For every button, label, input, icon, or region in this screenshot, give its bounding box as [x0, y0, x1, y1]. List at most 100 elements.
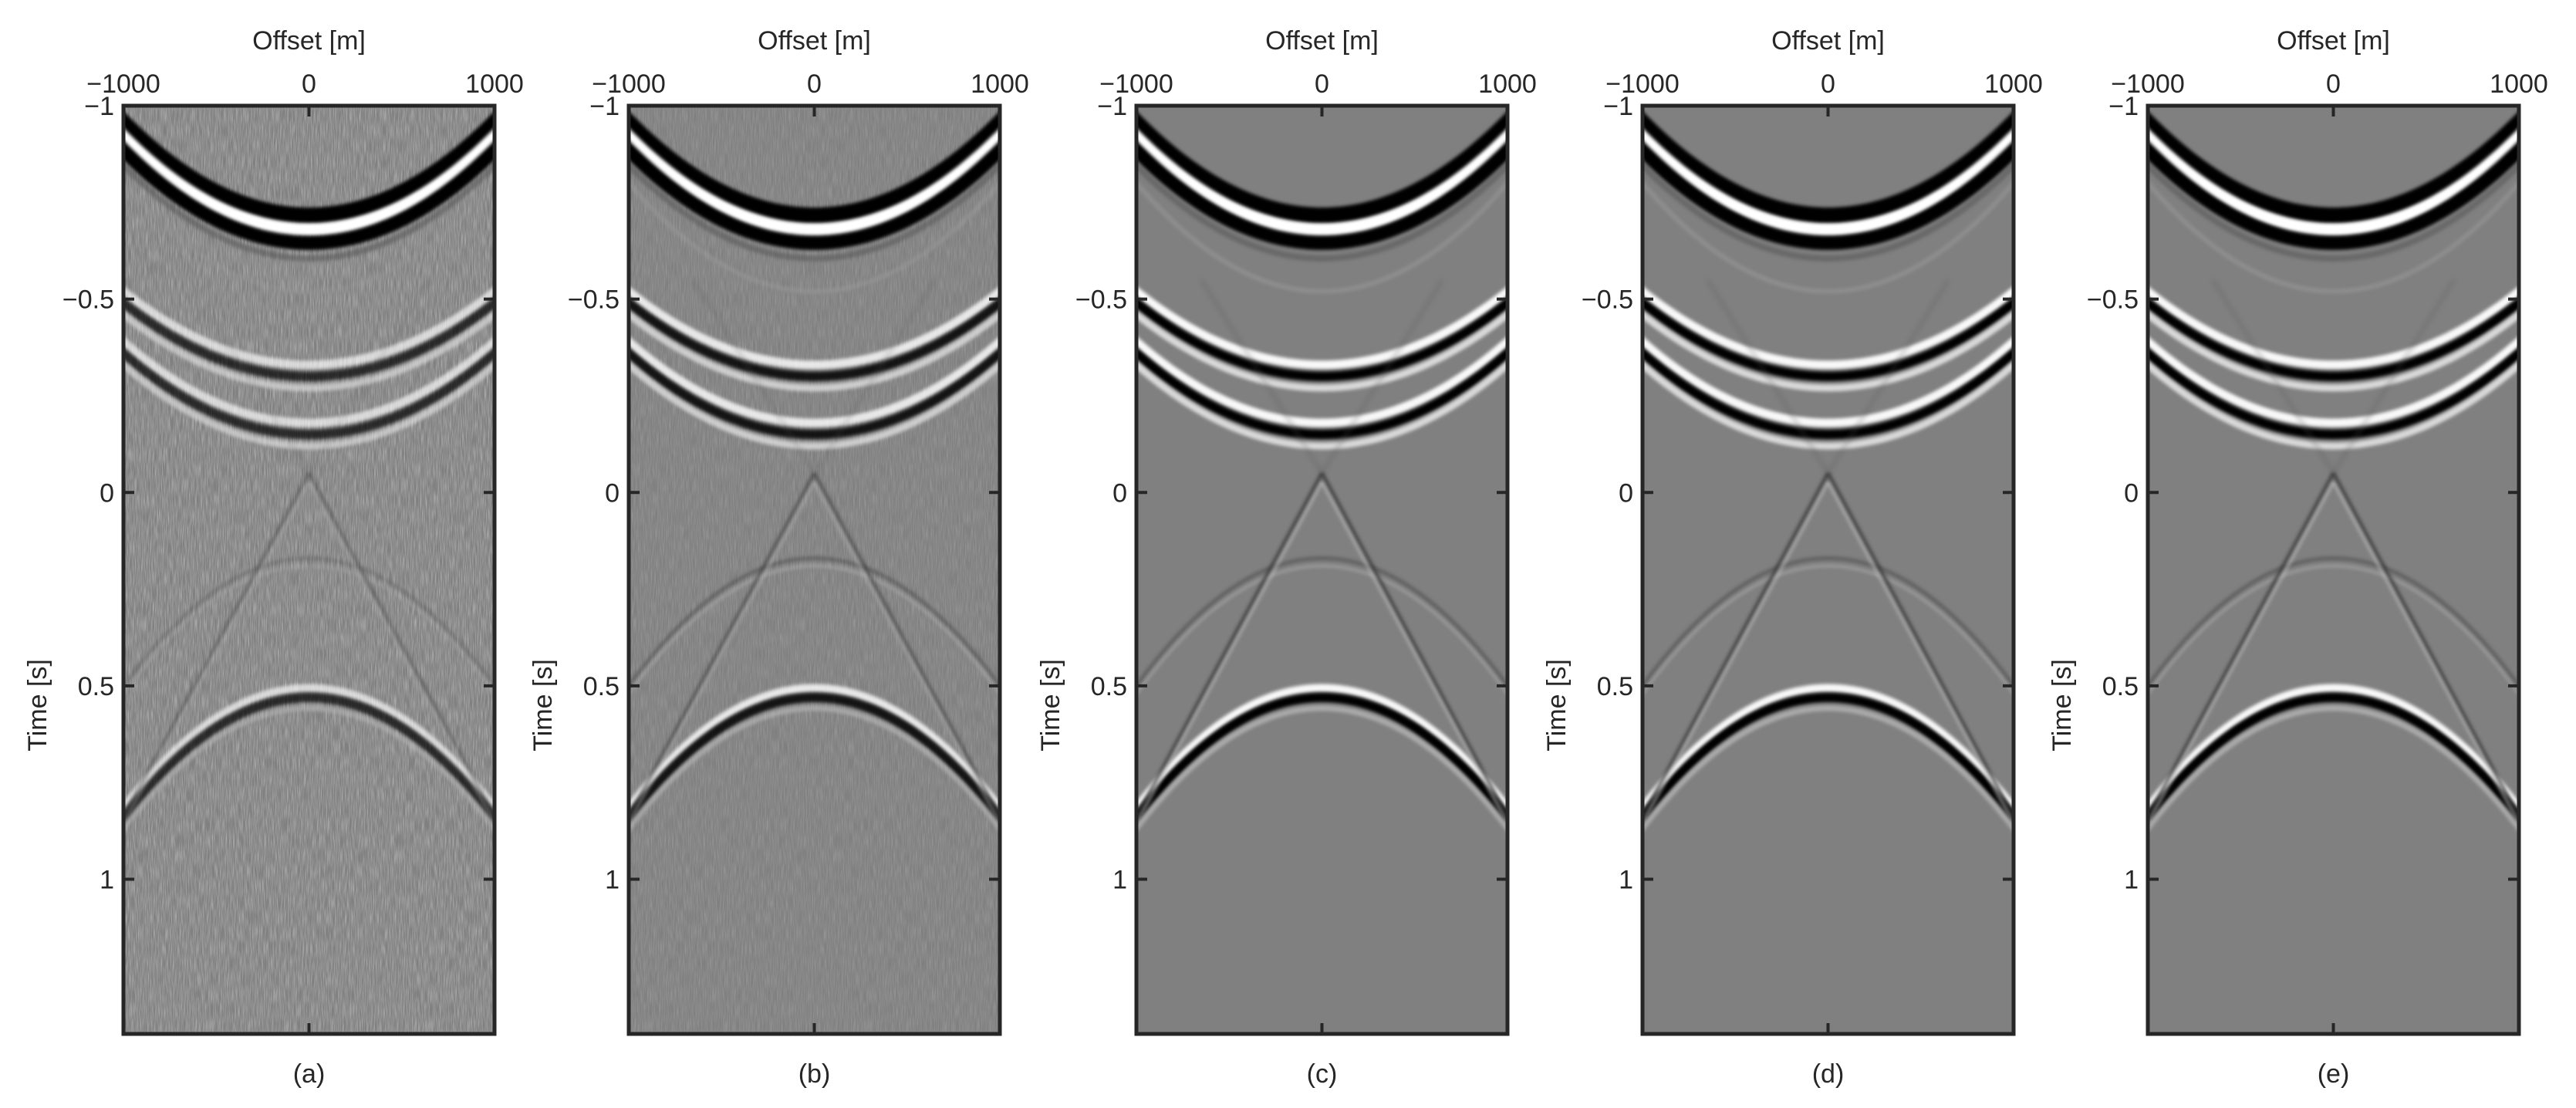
y-tick-label: −1 — [1097, 92, 1127, 121]
crossing-diagonal — [629, 481, 816, 825]
y-tick-label: −0.5 — [2087, 285, 2139, 315]
event-upper-hyperbola-3-band — [2148, 346, 2519, 440]
x-tick-label: 1000 — [1478, 69, 1537, 99]
crossing-diagonal — [1320, 481, 1507, 825]
seismic-image — [123, 106, 495, 1034]
y-tick-label: 1 — [1619, 866, 1633, 895]
event-upper-hyperbola-1-band — [2148, 161, 2519, 262]
seismic-image — [1136, 110, 1507, 833]
event-lower-hyperbola-band — [1642, 684, 2014, 814]
crossing-diagonal — [813, 279, 937, 474]
event-secondary-arc-band — [1136, 564, 1507, 697]
event-upper-hyperbola-1-band — [1642, 110, 2014, 225]
panel-caption: (c) — [1307, 1059, 1338, 1089]
crossing-diagonal — [2331, 481, 2519, 825]
crossing-diagonal — [308, 279, 431, 474]
crossing-diagonal — [307, 472, 495, 819]
crossing-diagonal — [1706, 279, 1829, 474]
crossing-diagonal — [1320, 472, 1507, 819]
y-tick-label: −0.5 — [62, 285, 114, 315]
x-tick-label: 0 — [302, 69, 316, 99]
x-tick-label: −1000 — [2111, 69, 2185, 99]
x-tick-label: 1000 — [971, 69, 1029, 99]
y-tick-label: 0.5 — [78, 672, 114, 701]
panel-caption: (e) — [2318, 1059, 2350, 1089]
event-upper-hyperbola-1-band — [1642, 161, 2014, 262]
event-upper-hyperbola-1-band — [123, 127, 495, 236]
event-upper-hyperbola-3-band — [1642, 346, 2014, 440]
event-upper-hyperbola-3-band — [629, 336, 1000, 427]
event-ghost-band — [1136, 179, 1507, 294]
crossing-diagonal — [1642, 472, 1830, 819]
y-tick-label: 0.5 — [2102, 672, 2139, 701]
y-tick-label: 0 — [100, 478, 114, 508]
y-tick-label: 1 — [2124, 866, 2139, 895]
event-upper-hyperbola-1-band — [123, 110, 495, 225]
event-upper-hyperbola-3-band — [2148, 336, 2519, 427]
crossing-diagonal — [1642, 481, 1830, 825]
event-secondary-arc-band — [1136, 556, 1507, 690]
event-lower-hyperbola-band — [629, 684, 1000, 814]
x-axis-title: Offset [m] — [758, 26, 871, 56]
event-upper-hyperbola-2-band — [123, 309, 495, 392]
event-upper-hyperbola-1-band — [1136, 110, 1507, 225]
x-axis-title: Offset [m] — [1265, 26, 1379, 56]
x-tick-label: −1000 — [1605, 69, 1680, 99]
panel-5: −1000 0 1000 −1 −0.5 0 0.5 1 Offset [m] Time [s] (… — [2048, 26, 2548, 1089]
panel-2: −1000 0 1000 −1 −0.5 0 0.5 1 Offset [m] Time [s] (… — [528, 26, 1029, 1089]
y-axis-title: Time [s] — [528, 659, 558, 752]
event-upper-hyperbola-1-band — [629, 127, 1000, 236]
event-upper-hyperbola-2-band — [123, 285, 495, 370]
event-upper-hyperbola-3-band — [629, 346, 1000, 440]
crossing-diagonal — [1827, 279, 1950, 474]
y-tick-label: 0 — [1112, 478, 1127, 508]
event-upper-hyperbola-2-band — [1136, 285, 1507, 370]
y-tick-label: −0.5 — [1075, 285, 1127, 315]
event-upper-hyperbola-2-band — [1642, 309, 2014, 392]
event-lower-hyperbola-band — [629, 705, 1000, 833]
event-upper-hyperbola-1-band — [629, 110, 1000, 225]
y-tick-label: 1 — [605, 866, 620, 895]
event-ghost-band — [629, 179, 1000, 294]
crossing-diagonal — [692, 279, 815, 474]
panel-caption: (d) — [1812, 1059, 1845, 1089]
event-upper-hyperbola-3-band — [1136, 360, 1507, 450]
panel-1: −1000 0 1000 −1 −0.5 0 0.5 1 Offset [m] Time [s] (… — [23, 26, 524, 1089]
y-tick-label: 0 — [2124, 478, 2139, 508]
event-upper-hyperbola-3-band — [123, 346, 495, 440]
event-upper-hyperbola-2-band — [629, 296, 1000, 381]
event-upper-hyperbola-1-band — [2148, 110, 2519, 225]
event-upper-hyperbola-3-band — [2148, 360, 2519, 450]
y-tick-label: −0.5 — [1582, 285, 1633, 315]
event-upper-hyperbola-3-band — [1136, 336, 1507, 427]
event-upper-hyperbola-1-band — [629, 140, 1000, 250]
crossing-diagonal — [1136, 481, 1324, 825]
x-tick-label: −1000 — [86, 69, 160, 99]
event-upper-hyperbola-2-band — [1642, 296, 2014, 381]
event-upper-hyperbola-1-band — [123, 140, 495, 250]
x-tick-label: 1000 — [465, 69, 524, 99]
event-upper-hyperbola-2-band — [1136, 309, 1507, 392]
x-axis-title: Offset [m] — [252, 26, 366, 56]
y-tick-label: −1 — [2108, 92, 2139, 121]
crossing-diagonal — [629, 472, 816, 819]
crossing-diagonal — [812, 472, 1000, 819]
panel-caption: (b) — [798, 1059, 831, 1089]
event-upper-hyperbola-3-band — [123, 336, 495, 427]
crossing-diagonal — [1826, 481, 2014, 825]
crossing-diagonal — [187, 279, 310, 474]
x-tick-label: 0 — [1315, 69, 1329, 99]
panel-3: −1000 0 1000 −1 −0.5 0 0.5 1 Offset [m] Time [s] (… — [1036, 26, 1537, 1089]
event-lower-hyperbola-band — [123, 705, 495, 833]
event-upper-hyperbola-1-band — [1642, 127, 2014, 236]
event-upper-hyperbola-1-band — [123, 161, 495, 262]
y-tick-label: −1 — [84, 92, 114, 121]
crossing-diagonal — [2211, 279, 2335, 474]
event-upper-hyperbola-2-band — [1642, 285, 2014, 370]
event-ghost-band — [1642, 179, 2014, 294]
crossing-diagonal — [1826, 472, 2014, 819]
event-lower-hyperbola-band — [2148, 705, 2519, 833]
crossing-diagonal — [2331, 472, 2519, 819]
crossing-diagonal — [123, 472, 311, 819]
x-tick-label: 0 — [1821, 69, 1835, 99]
